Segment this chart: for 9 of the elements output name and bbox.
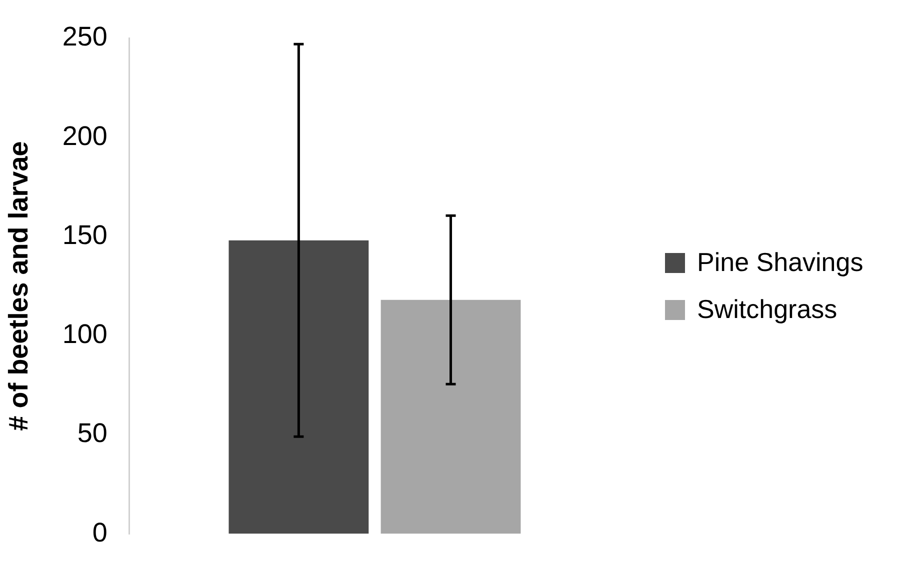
- legend-label: Switchgrass: [697, 294, 838, 325]
- y-tick-label: 150: [62, 220, 108, 250]
- y-tick-label: 50: [77, 418, 108, 448]
- y-tick-label: 250: [62, 22, 108, 52]
- y-tick-label: 0: [92, 517, 108, 548]
- y-tick-label: 100: [62, 319, 108, 350]
- y-axis-title: # of beetles and larvae: [4, 141, 34, 431]
- legend-label: Pine Shavings: [697, 247, 864, 278]
- y-tick-label: 200: [62, 120, 108, 151]
